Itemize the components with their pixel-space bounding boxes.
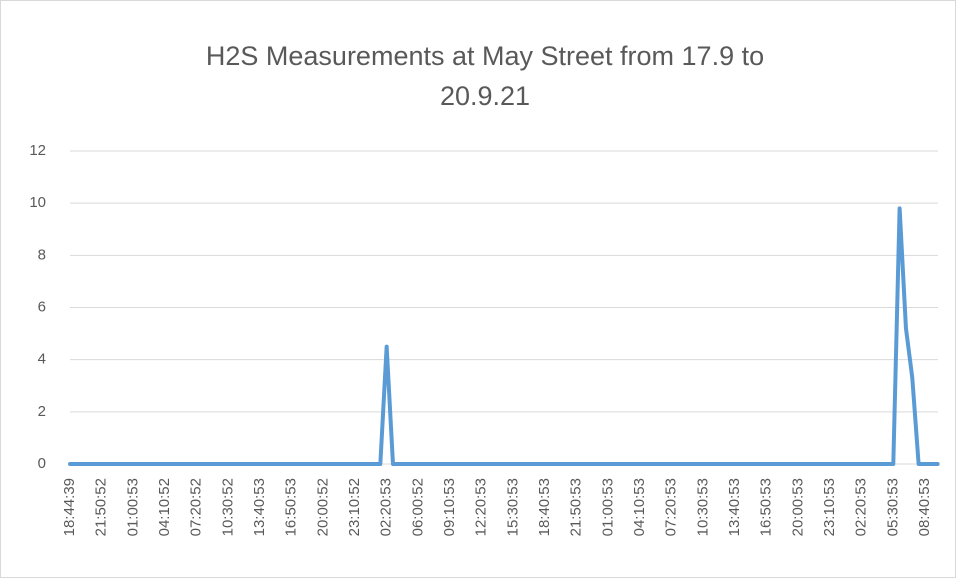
x-tick-label: 12:20:53: [473, 478, 490, 536]
x-tick-label: 04:10:53: [631, 478, 648, 536]
x-tick-label: 08:40:53: [916, 478, 933, 536]
x-tick-label: 02:20:53: [378, 478, 395, 536]
x-tick-label: 20:00:52: [314, 478, 331, 536]
y-tick-label: 6: [38, 298, 46, 315]
x-tick-label: 10:30:52: [219, 478, 236, 536]
y-tick-label: 0: [38, 455, 46, 472]
x-tick-label: 09:10:53: [441, 478, 458, 536]
data-line: [68, 206, 940, 466]
x-tick-label: 16:50:53: [283, 478, 300, 536]
x-tick-label: 15:30:53: [504, 478, 521, 536]
x-tick-label: 01:00:53: [599, 478, 616, 536]
x-tick-label: 04:10:52: [156, 478, 173, 536]
x-tick-label: 18:44:39: [61, 478, 78, 536]
x-tick-label: 18:40:53: [536, 478, 553, 536]
y-tick-label: 12: [29, 142, 46, 159]
x-tick-label: 13:40:53: [726, 478, 743, 536]
y-tick-label: 2: [38, 403, 46, 420]
y-tick-label: 10: [29, 194, 46, 211]
x-tick-label: 02:20:53: [853, 478, 870, 536]
x-tick-label: 07:20:53: [663, 478, 680, 536]
x-tick-label: 07:20:52: [188, 478, 205, 536]
x-tick-label: 16:50:53: [758, 478, 775, 536]
chart-title: H2S Measurements at May Street from 17.9…: [205, 41, 765, 111]
x-tick-label: 21:50:53: [568, 478, 585, 536]
x-tick-label: 20:00:53: [789, 478, 806, 536]
x-tick-label: 21:50:52: [93, 478, 110, 536]
x-tick-label: 23:10:53: [821, 478, 838, 536]
y-tick-label: 4: [38, 351, 46, 368]
x-tick-label: 06:00:52: [409, 478, 426, 536]
x-tick-label: 10:30:53: [694, 478, 711, 536]
y-tick-label: 8: [38, 246, 46, 263]
x-tick-label: 13:40:53: [251, 478, 268, 536]
x-tick-label: 01:00:53: [124, 478, 141, 536]
x-tick-label: 05:30:53: [884, 478, 901, 536]
x-tick-label: 23:10:52: [346, 478, 363, 536]
